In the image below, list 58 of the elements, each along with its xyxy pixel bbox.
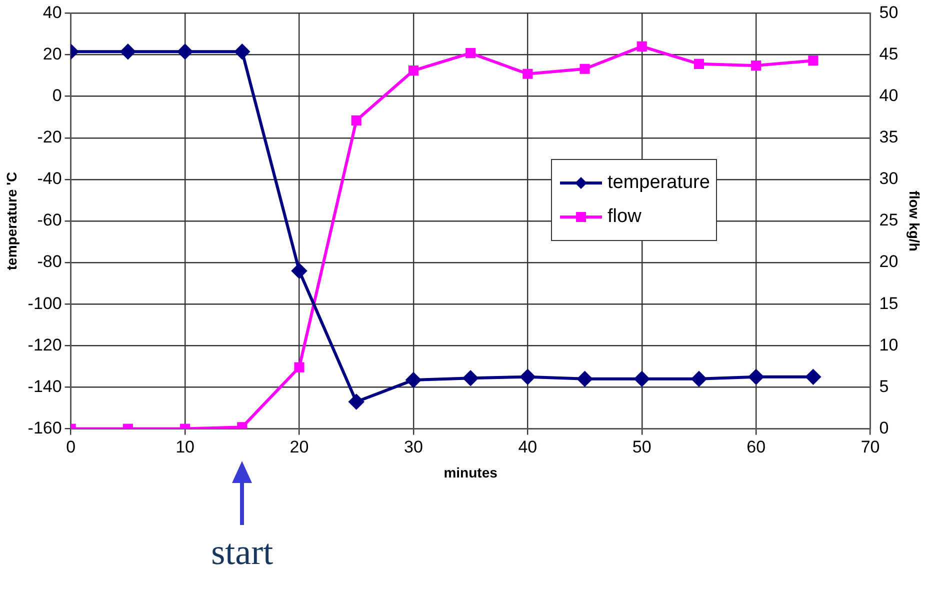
- y-tick-label: -40: [37, 169, 62, 188]
- y-tick-label: -100: [28, 294, 62, 313]
- point: [348, 394, 364, 410]
- y2-tick-label: 40: [879, 86, 898, 106]
- y2-tick-label: 5: [879, 376, 889, 396]
- point: [580, 64, 590, 74]
- x-tick-label: 0: [66, 438, 76, 457]
- y-tick-label: -140: [28, 376, 62, 396]
- y2-tick-label: 50: [879, 2, 898, 22]
- point: [466, 48, 476, 58]
- x-tick-label: 20: [290, 438, 309, 457]
- point: [691, 371, 706, 386]
- y-tick-label: -60: [37, 210, 62, 230]
- point: [406, 372, 421, 388]
- y-tick-label: 20: [42, 44, 62, 64]
- x-tick-label: 50: [632, 438, 652, 457]
- x-tick-label: 10: [176, 438, 194, 457]
- point: [748, 369, 764, 384]
- point: [522, 68, 533, 79]
- point: [694, 58, 704, 69]
- x-tick-label: 30: [404, 438, 423, 457]
- y2-tick-label: 0: [879, 418, 889, 438]
- point: [351, 115, 362, 126]
- y-tick-label: 40: [42, 2, 62, 22]
- point: [808, 56, 818, 66]
- y2-tick-label: 35: [879, 128, 898, 147]
- x-tick-label: 40: [518, 438, 538, 457]
- annotation: start: [210, 530, 274, 573]
- point: [520, 369, 536, 384]
- y2-tick-label: 10: [879, 335, 898, 354]
- y-tick-label: -120: [28, 335, 62, 354]
- point: [292, 263, 307, 278]
- point: [120, 44, 136, 60]
- point: [234, 44, 250, 60]
- y-axis-title: temperature 'C: [3, 172, 20, 270]
- point: [178, 44, 193, 60]
- y2-tick-label: 45: [879, 44, 898, 64]
- point: [634, 371, 650, 386]
- x-tick-label: 60: [746, 438, 766, 457]
- point: [463, 370, 478, 386]
- y2-axis-title: flow kg/h: [906, 190, 923, 252]
- y-tick-label: -80: [37, 252, 62, 272]
- point: [577, 371, 592, 386]
- point: [751, 60, 762, 71]
- y-tick-label: 0: [52, 86, 62, 106]
- y2-tick-label: 30: [879, 169, 898, 188]
- point: [636, 41, 647, 52]
- legend-label: flow: [608, 204, 642, 229]
- x-axis-title: minutes: [444, 464, 498, 480]
- x-tick-label: 70: [860, 438, 880, 457]
- y2-tick-label: 20: [879, 252, 898, 272]
- y-tick-label: -20: [37, 128, 62, 147]
- legend-label: temperature: [608, 170, 710, 195]
- y2-tick-label: 15: [879, 294, 898, 313]
- y2-tick-label: 25: [879, 210, 898, 230]
- point: [408, 66, 418, 76]
- y-tick-label: -160: [28, 418, 62, 438]
- point: [806, 369, 821, 384]
